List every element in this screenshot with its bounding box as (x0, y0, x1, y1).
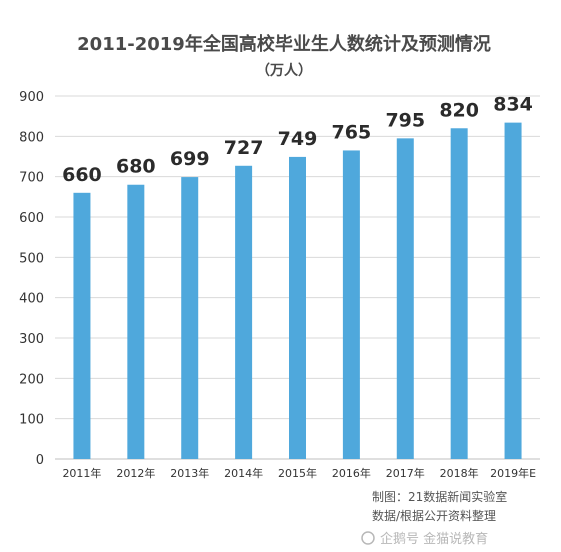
y-axis: 0 100 200 300 400 500 600 700 800 900 (19, 90, 44, 468)
x-tick-label: 2013年 (170, 466, 209, 480)
x-tick-label: 2019年E (490, 466, 536, 480)
y-tick-label: 100 (19, 413, 44, 428)
data-label: 660 (62, 164, 102, 186)
x-tick-label: 2011年 (62, 466, 101, 480)
data-label: 699 (170, 148, 210, 170)
data-label: 765 (332, 121, 372, 143)
bar (342, 150, 360, 459)
data-label: 727 (224, 137, 264, 159)
credit-line-2: 数据/根据公开资料整理 (372, 508, 496, 523)
bar (127, 184, 145, 459)
y-tick-label: 300 (19, 332, 44, 347)
bar (504, 122, 522, 460)
chart-title: 2011-2019年全国高校毕业生人数统计及预测情况 (77, 33, 491, 55)
y-tick-label: 200 (19, 372, 44, 387)
data-label: 749 (278, 128, 318, 150)
data-label: 820 (439, 99, 479, 121)
x-tick-label: 2017年 (386, 466, 425, 480)
bar (181, 177, 199, 459)
credit-line-1: 制图：21数据新闻实验室 (372, 489, 507, 504)
data-label: 680 (116, 156, 156, 178)
x-tick-label: 2012年 (116, 466, 155, 480)
x-tick-label: 2016年 (332, 466, 371, 480)
data-label: 795 (385, 109, 425, 131)
data-label: 834 (493, 94, 533, 116)
y-tick-label: 800 (19, 130, 44, 145)
bar (73, 192, 91, 460)
bars (73, 122, 522, 460)
watermark-text: 企鹅号 金猫说教育 (380, 531, 488, 547)
y-tick-label: 900 (19, 90, 44, 105)
x-tick-label: 2018年 (440, 466, 479, 480)
y-tick-label: 0 (36, 453, 44, 468)
y-tick-label: 600 (19, 211, 44, 226)
x-axis: 2011年 2012年 2013年 2014年 2015年 2016年 2017年 2018年… (62, 466, 536, 480)
bar (289, 156, 306, 460)
watermark: 企鹅号 金猫说教育 (361, 531, 488, 547)
y-tick-label: 400 (19, 292, 44, 307)
bar (450, 128, 468, 459)
watermark-logo-icon (361, 531, 375, 545)
x-tick-label: 2015年 (278, 466, 317, 480)
bar (235, 165, 253, 459)
chart-subtitle: （万人） (256, 62, 312, 79)
x-tick-label: 2014年 (224, 466, 263, 480)
y-tick-label: 500 (19, 251, 44, 266)
bar (396, 138, 414, 459)
data-labels: 660 680 699 727 749 765 795 820 834 (62, 94, 533, 186)
y-tick-label: 700 (19, 171, 44, 186)
